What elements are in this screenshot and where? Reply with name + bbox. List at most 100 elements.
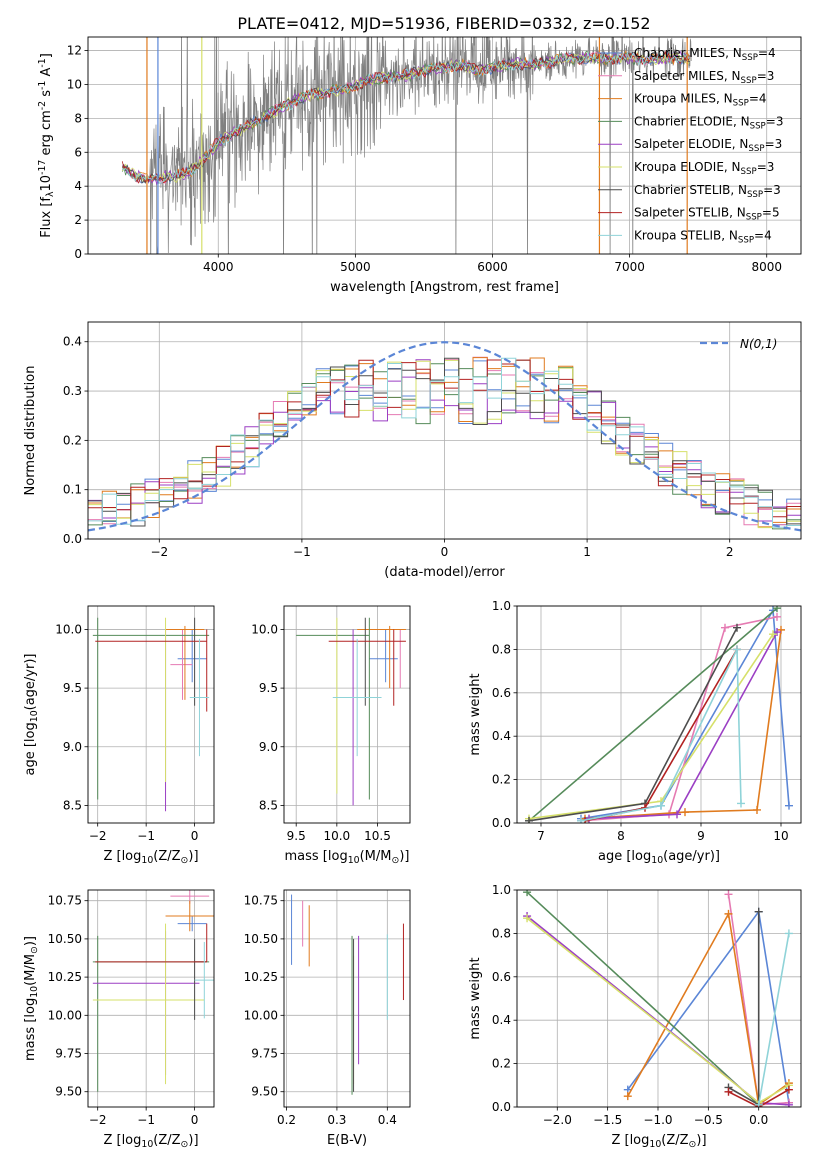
y-tick-label: 1.0: [492, 883, 511, 897]
normal-curve: [88, 341, 801, 532]
axes-frame: [516, 605, 802, 824]
plot-area: [523, 890, 793, 1107]
axes-frame: [87, 36, 802, 255]
y-tick-label: 0.4: [492, 1013, 511, 1027]
weight-series-line: [584, 648, 738, 822]
y-axis-label: mass weight: [468, 957, 483, 1039]
plot-area: [121, 37, 692, 254]
x-tick-label: 9: [697, 829, 705, 843]
legend-entry: Chabrier MILES, NSSP=4: [634, 46, 776, 63]
y-tick-label: 10.25: [48, 970, 82, 984]
x-tick-label: 8: [617, 829, 625, 843]
x-tick-label: 1: [583, 545, 591, 559]
weight-marker: [724, 909, 733, 918]
weight-marker: [577, 816, 585, 823]
y-tick-label: 0.2: [492, 773, 511, 787]
grid: [284, 606, 410, 823]
panel-weight-vs-Z: −2.0 −1.5 −1.0 −0.5 0.0 0.0 0.2 0.4 0.6 0.8 1.0 Z […: [468, 883, 802, 1150]
data-point: [170, 629, 193, 700]
x-tick-label: −1: [137, 1113, 155, 1127]
legend-entry: Chabrier ELODIE, NSSP=3: [634, 114, 783, 131]
x-tick-label: 5000: [340, 260, 371, 274]
weight-series-line: [757, 933, 790, 1105]
y-tick-label: 0.0: [492, 816, 511, 830]
weight-marker: [733, 623, 741, 632]
data-point: [165, 900, 214, 932]
x-axis-label: age [log10(age/yr)]: [598, 849, 720, 866]
weight-series-line: [588, 631, 778, 820]
weight-marker: [523, 914, 532, 923]
legend-entry: N(0,1): [740, 337, 777, 351]
x-tick-label: −2: [89, 829, 107, 843]
legend-entry: Salpeter STELIB, NSSP=5: [634, 206, 780, 223]
axes-frame: [283, 605, 411, 824]
plot-area: [92, 617, 210, 812]
legend-entry: Salpeter MILES, NSSP=3: [634, 69, 774, 86]
x-tick-label: −2.0: [543, 1113, 572, 1127]
y-tick-label: 0.0: [492, 1100, 511, 1114]
y-tick-label: 0.6: [492, 970, 511, 984]
x-tick-label: −0.5: [694, 1113, 723, 1127]
weight-marker: [784, 1085, 793, 1094]
data-point: [194, 941, 214, 1019]
x-tick-label: 10.0: [323, 829, 350, 843]
y-tick-label: 0.8: [492, 926, 511, 940]
panel-mass-vs-EBV: 0.2 0.3 0.4 9.50 9.75 10.00 10.25 10.50 10.75 E(B…: [244, 889, 411, 1148]
data-point: [177, 915, 207, 932]
grid: [88, 322, 801, 540]
data-point: [92, 935, 210, 1092]
x-tick-label: 0: [441, 545, 449, 559]
weight-marker: [769, 630, 777, 639]
weight-series-line: [728, 1088, 790, 1107]
panel-residuals: −2 −1 0 1 2 0.0 0.1 0.2 0.3 0.4 (data-model)/error…: [23, 321, 802, 580]
residual-histogram: [88, 357, 801, 528]
y-axis-label: mass weight: [468, 673, 483, 755]
x-tick-label: 9.5: [287, 829, 306, 843]
x-tick-label: 2: [726, 545, 734, 559]
y-tick-label: 9.5: [63, 681, 82, 695]
data-point: [95, 923, 208, 963]
x-tick-label: 0: [191, 1113, 199, 1127]
y-tick-label: 9.75: [55, 1047, 82, 1061]
data-point: [194, 938, 207, 1020]
x-axis-label: (data-model)/error: [384, 565, 505, 580]
x-tick-label: 10.5: [364, 829, 391, 843]
x-tick-label: 0.3: [327, 1113, 346, 1127]
data-point: [165, 625, 205, 700]
x-tick-label: 8000: [751, 260, 782, 274]
x-tick-label: −1.5: [593, 1113, 622, 1127]
data-point: [92, 617, 210, 800]
y-tick-label: 0.8: [492, 642, 511, 656]
x-tick-label: 7: [537, 829, 545, 843]
data-point: [170, 890, 210, 904]
y-axis-label: Flux [fλ10-17 erg cm-2 s-1 A-1]: [37, 53, 56, 238]
legend: N(0,1): [700, 337, 777, 351]
weight-marker: [773, 606, 781, 613]
legend: Chabrier MILES, NSSP=4 Salpeter MILES, NS…: [598, 46, 783, 245]
weight-marker: [724, 890, 733, 899]
y-tick-label: 10.25: [244, 970, 278, 984]
model-fit: [122, 50, 691, 186]
y-tick-label: 0.4: [492, 729, 511, 743]
y-tick-label: 1.0: [492, 599, 511, 613]
weight-marker: [754, 1100, 763, 1107]
y-tick-label: 8.5: [259, 798, 278, 812]
weight-marker: [525, 816, 533, 823]
residual-histogram: [88, 357, 801, 527]
x-axis-label: Z [log10(Z/Z⊙)]: [103, 1133, 198, 1150]
y-tick-label: 0.6: [492, 686, 511, 700]
data-point: [189, 638, 210, 757]
x-tick-label: 0: [191, 829, 199, 843]
x-tick-label: −1.0: [643, 1113, 672, 1127]
grid: [517, 605, 801, 824]
x-tick-label: 0.0: [749, 1113, 768, 1127]
x-tick-label: 4000: [203, 260, 234, 274]
panel-weight-vs-age: 7 8 9 10 0.0 0.2 0.4 0.6 0.8 1.0 age [log10(age/yr…: [468, 599, 802, 866]
y-tick-label: 10.0: [251, 622, 278, 636]
y-tick-label: 0.0: [63, 532, 82, 546]
model-fit: [121, 51, 691, 185]
legend-entry: Kroupa ELODIE, NSSP=3: [634, 160, 774, 177]
data-point: [332, 638, 382, 757]
x-axis-label: mass [log10(M/M⊙)]: [285, 849, 410, 866]
